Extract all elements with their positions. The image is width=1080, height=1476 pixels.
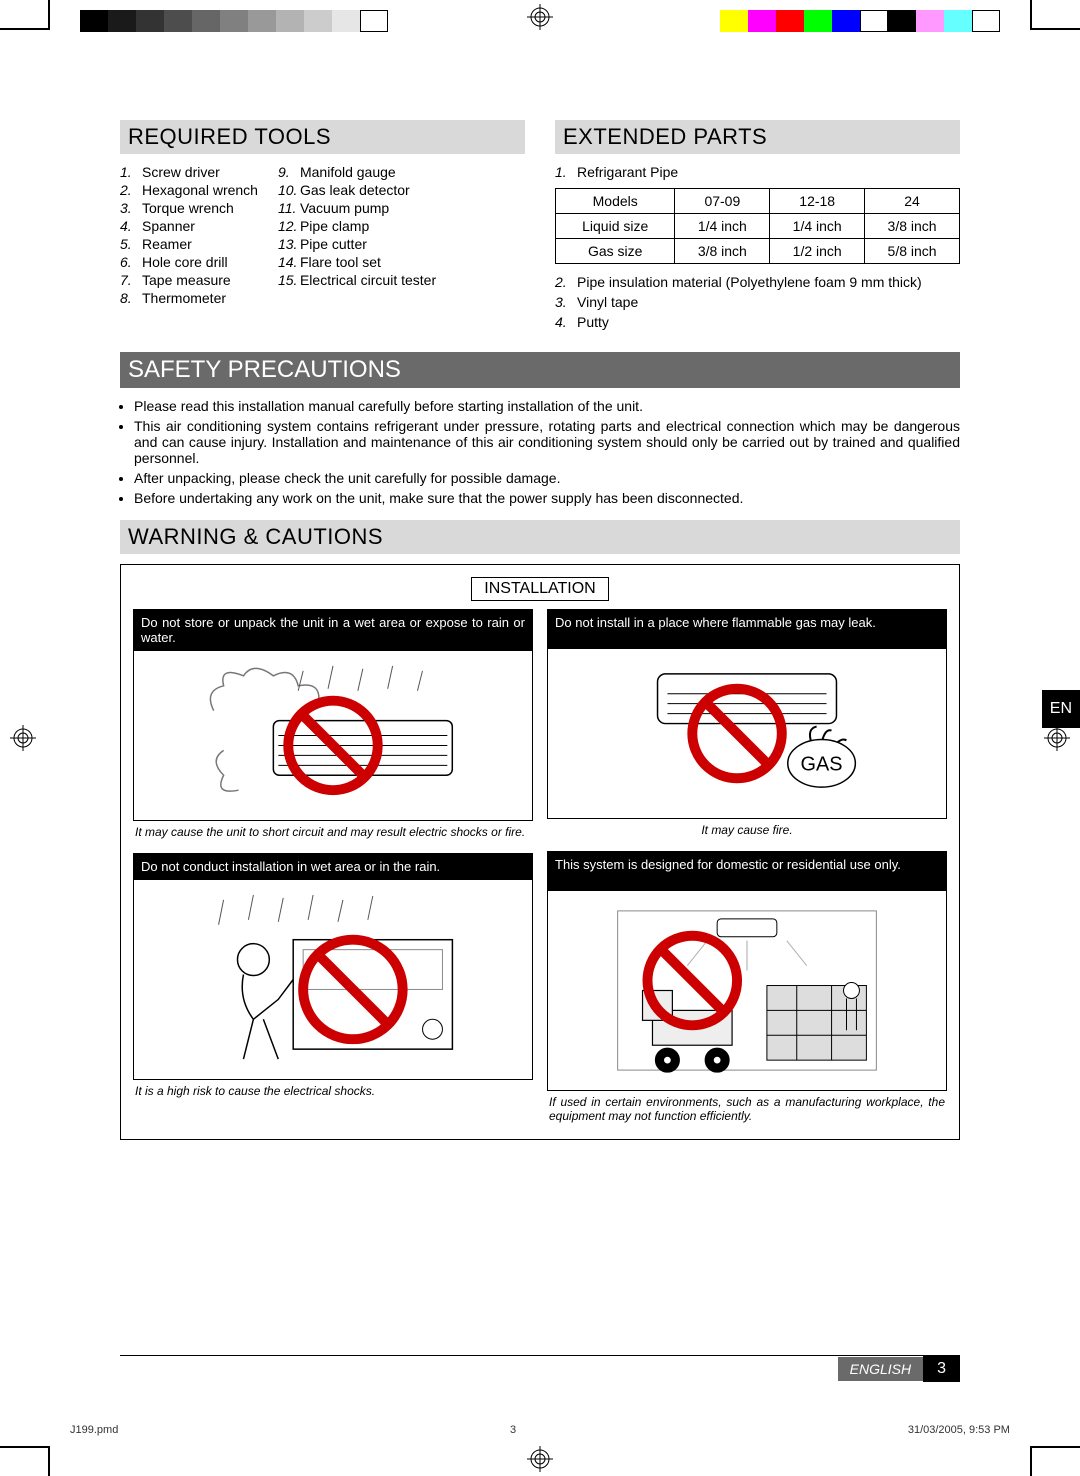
crop-mark [1030,1446,1032,1476]
list-item: 2.Hexagonal wrench [120,182,258,198]
warning-header: Do not conduct installation in wet area … [133,853,533,880]
crop-mark [48,1446,50,1476]
warning-caption: If used in certain environments, such as… [547,1091,947,1127]
list-item: 3.Torque wrench [120,200,258,216]
list-num: 2. [555,274,577,290]
list-item: 12.Pipe clamp [278,218,436,234]
warning-caption: It is a high risk to cause the electrica… [133,1080,533,1102]
safety-bullets: Please read this installation manual car… [120,398,960,506]
crop-mark [0,1446,50,1448]
bullet-item: This air conditioning system contains re… [134,418,960,466]
list-text: Pipe insulation material (Polyethylene f… [577,274,922,290]
crop-mark [48,0,50,30]
footer-page-number: 3 [923,1356,960,1382]
crop-mark [1030,0,1032,30]
list-item: 9.Manifold gauge [278,164,436,180]
warning-illustration: GAS [547,649,947,819]
bullet-item: Before undertaking any work on the unit,… [134,490,960,506]
footer-rule [120,1355,960,1356]
footer-language: ENGLISH [838,1357,923,1381]
list-text: Putty [577,314,609,330]
list-item: 13.Pipe cutter [278,236,436,252]
crop-mark [1030,28,1080,30]
warning-card: Do not store or unpack the unit in a wet… [133,609,533,843]
warning-illustration [133,651,533,821]
warning-caption: It may cause the unit to short circuit a… [133,821,533,843]
warning-illustration [547,891,947,1091]
registration-mark-icon [527,4,553,30]
section-warnings: WARNING & CAUTIONS [120,520,960,554]
list-item: 5.Reamer [120,236,258,252]
section-required-tools: REQUIRED TOOLS [120,120,525,154]
meta-file: J199.pmd [70,1424,118,1436]
list-num: 1. [555,164,577,180]
registration-mark-icon [10,725,36,751]
list-item: 6.Hole core drill [120,254,258,270]
list-item: 7.Tape measure [120,272,258,288]
warning-card: This system is designed for domestic or … [547,851,947,1127]
color-bar-grayscale [80,10,388,32]
meta-page: 3 [510,1424,516,1436]
warning-header: Do not install in a place where flammabl… [547,609,947,649]
gas-label: GAS [801,753,843,775]
tools-list-1: 1.Screw driver 2.Hexagonal wrench 3.Torque… [120,164,258,308]
warning-card: Do not conduct installation in wet area … [133,853,533,1102]
list-item: 15.Electrical circuit tester [278,272,436,288]
warning-caption: It may cause fire. [547,819,947,841]
warning-illustration [133,880,533,1080]
list-item: 11.Vacuum pump [278,200,436,216]
list-item: 4.Spanner [120,218,258,234]
list-num: 3. [555,294,577,310]
language-tab: EN [1042,690,1080,728]
meta-footer: J199.pmd 3 31/03/2005, 9:53 PM [70,1424,1010,1436]
list-text: Vinyl tape [577,294,638,310]
installation-label: INSTALLATION [471,577,608,601]
page-footer: ENGLISH 3 [838,1356,960,1382]
list-item: 10.Gas leak detector [278,182,436,198]
meta-date: 31/03/2005, 9:53 PM [908,1424,1010,1436]
bullet-item: Please read this installation manual car… [134,398,960,414]
list-item: 8.Thermometer [120,290,258,306]
list-item: 1.Screw driver [120,164,258,180]
page-content: REQUIRED TOOLS 1.Screw driver 2.Hexagonal… [70,60,1010,1416]
section-safety: SAFETY PRECAUTIONS [120,352,960,388]
registration-mark-icon [527,1446,553,1472]
warning-card: Do not install in a place where flammabl… [547,609,947,841]
color-bar-color [720,10,1000,32]
warning-header: Do not store or unpack the unit in a wet… [133,609,533,651]
list-num: 4. [555,314,577,330]
tools-list-2: 9.Manifold gauge 10.Gas leak detector 11.V… [278,164,436,308]
crop-mark [0,28,50,30]
list-text: Refrigarant Pipe [577,164,678,180]
section-extended-parts: EXTENDED PARTS [555,120,960,154]
list-item: 14.Flare tool set [278,254,436,270]
warning-header: This system is designed for domestic or … [547,851,947,891]
registration-mark-icon [1044,725,1070,751]
pipe-table: Models07-0912-1824 Liquid size1/4 inch1/… [555,188,960,264]
crop-mark [1030,1446,1080,1448]
bullet-item: After unpacking, please check the unit c… [134,470,960,486]
warnings-box: INSTALLATION Do not store or unpack the … [120,564,960,1140]
